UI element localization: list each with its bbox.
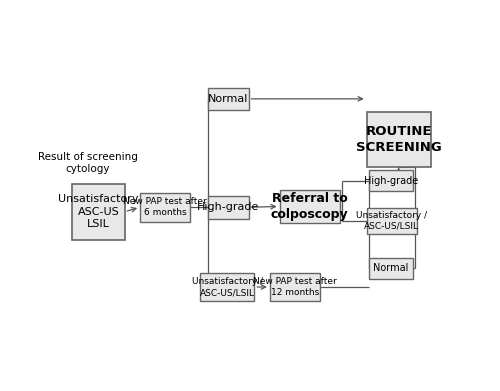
FancyBboxPatch shape [368,170,413,192]
FancyBboxPatch shape [366,112,430,167]
Text: High-grade: High-grade [197,202,260,212]
Text: ROUTINE
SCREENING: ROUTINE SCREENING [356,125,442,154]
Text: Result of screening
cytology: Result of screening cytology [38,152,138,174]
Text: Unsatisfactory /
ASC-US/LSIL: Unsatisfactory / ASC-US/LSIL [356,211,428,231]
Text: Normal: Normal [373,263,408,273]
FancyBboxPatch shape [208,88,248,110]
FancyBboxPatch shape [200,273,254,301]
Text: Referral to
colposcopy: Referral to colposcopy [270,192,348,221]
FancyBboxPatch shape [72,184,124,240]
Text: Unsatisfactory /
ASC-US/LSIL: Unsatisfactory / ASC-US/LSIL [192,277,263,297]
Text: New PAP test after
12 months: New PAP test after 12 months [253,277,337,297]
FancyBboxPatch shape [140,193,190,222]
FancyBboxPatch shape [270,273,320,301]
FancyBboxPatch shape [366,208,417,233]
FancyBboxPatch shape [208,196,248,219]
FancyBboxPatch shape [368,258,413,279]
Text: Unsatisfactory
ASC-US
LSIL: Unsatisfactory ASC-US LSIL [58,194,138,229]
Text: New PAP test after
6 months: New PAP test after 6 months [124,197,207,217]
Text: Normal: Normal [208,94,248,104]
FancyBboxPatch shape [280,190,340,223]
Text: High-grade: High-grade [364,176,418,186]
